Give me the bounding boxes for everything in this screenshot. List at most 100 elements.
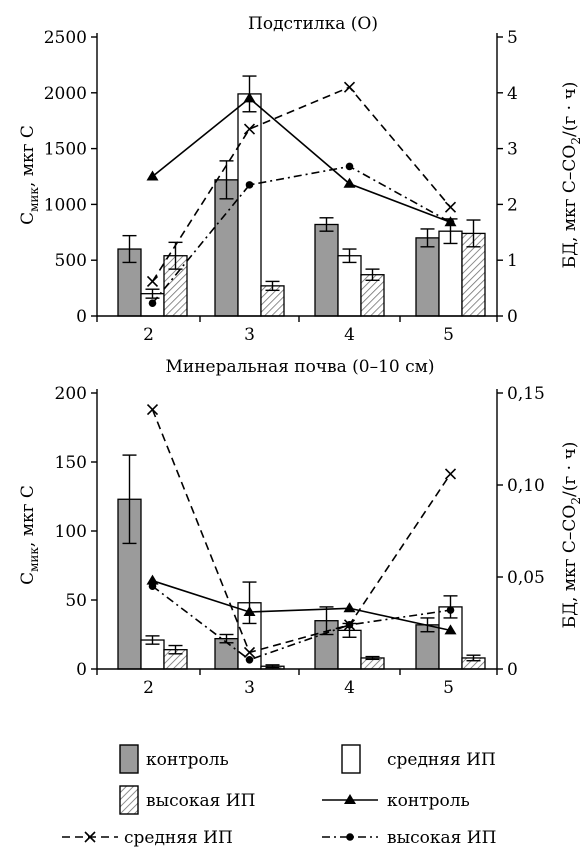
legend-marker-high <box>346 833 354 841</box>
y-tick-label-right: 2 <box>507 195 518 215</box>
error-bar <box>145 635 160 645</box>
lines-layer <box>146 81 457 307</box>
marker-high <box>345 621 354 629</box>
legend-swatch-medium-bar <box>341 744 361 774</box>
legend-marker-medium <box>84 831 96 843</box>
error-bar <box>466 654 481 662</box>
legend-swatch-high-bar <box>119 785 139 815</box>
line-high <box>152 585 451 661</box>
marker-medium <box>243 646 256 659</box>
error-bar <box>122 454 137 545</box>
bar-control <box>314 223 339 317</box>
error-bar <box>365 268 380 281</box>
bar-control <box>415 237 440 317</box>
error-bar <box>265 280 280 292</box>
y-tick-label-right: 0,10 <box>507 476 545 496</box>
error-bar <box>122 234 137 264</box>
marker-high <box>245 181 254 189</box>
marker-medium <box>146 275 159 287</box>
error-bar <box>342 248 357 264</box>
error-bar <box>242 581 257 625</box>
x-tick-label: 3 <box>244 678 255 698</box>
legend-label-high-line: высокая ИП <box>387 828 496 848</box>
error-bar <box>466 219 481 248</box>
marker-control <box>343 602 356 613</box>
y-tick-label-right: 4 <box>507 84 518 104</box>
y-tick-label-left: 50 <box>65 591 87 611</box>
y-axis-left-label: Смик, мкг С <box>18 125 41 225</box>
y-tick-label-right: 1 <box>507 251 518 271</box>
x-tick-label: 5 <box>443 678 454 698</box>
marker-control <box>146 170 159 181</box>
marker-medium <box>444 201 457 213</box>
axes-layer: 0 500 1000 1500 2000 2500 0 1 2 3 4 5 2 3 4 5 <box>44 28 518 345</box>
lines-layer <box>146 403 457 664</box>
error-bar <box>365 655 380 661</box>
y-tick-label-left: 2500 <box>44 28 87 48</box>
y-tick-label-left: 2000 <box>44 84 87 104</box>
y-tick-label-right: 0,05 <box>507 568 545 588</box>
y-tick-label-left: 0 <box>76 307 87 327</box>
y-tick-label-left: 200 <box>55 384 87 404</box>
legend-label-control-line: контроль <box>387 791 470 811</box>
legend-label-medium-line: средняя ИП <box>124 828 233 848</box>
y-axis-right-label: БД, мкг С–СО2/(г · ч) <box>560 442 583 629</box>
x-tick-label: 4 <box>344 678 355 698</box>
y-tick-label-left: 100 <box>55 522 87 542</box>
marker-medium <box>444 468 457 480</box>
y-axis-left-label: Смик, мкг С <box>18 485 41 585</box>
error-bar <box>265 664 280 669</box>
panel-mineral-soil: Минеральная почва (0–10 см) 050100150200… <box>18 357 583 698</box>
bars-layer <box>117 75 486 317</box>
marker-control <box>444 624 457 635</box>
y-tick-label-left: 500 <box>55 251 87 271</box>
error-bar <box>420 228 435 248</box>
legend-label-high-bar: высокая ИП <box>146 791 255 811</box>
marker-control <box>243 605 256 616</box>
marker-medium <box>146 403 159 416</box>
y-tick-label-right: 3 <box>507 140 518 160</box>
marker-high <box>148 582 157 590</box>
line-high <box>151 165 451 304</box>
x-tick-label: 4 <box>344 325 355 345</box>
panel-title: Подстилка (О) <box>248 14 378 34</box>
marker-control <box>146 574 159 585</box>
error-bar <box>319 217 334 232</box>
line-control <box>152 579 451 632</box>
marker-control <box>343 177 356 188</box>
bar-medium <box>337 255 362 317</box>
marker-high <box>245 656 254 664</box>
marker-high <box>148 299 157 307</box>
marker-control <box>243 92 256 103</box>
marker-medium <box>243 123 256 135</box>
x-tick-label: 3 <box>244 325 255 345</box>
marker-high <box>446 218 455 227</box>
axes-layer: 0 50 100 150 200 0 0,05 0,10 0,15 2 3 4 5 <box>55 384 545 698</box>
bars-layer <box>117 454 486 670</box>
legend-label-control-bar: контроль <box>146 750 229 770</box>
bar-medium <box>237 93 262 317</box>
y-tick-label-left: 1500 <box>44 140 87 160</box>
y-tick-label-right: 5 <box>507 28 518 48</box>
y-tick-label-left: 150 <box>55 453 87 473</box>
panel-title: Минеральная почва (0–10 см) <box>165 357 434 377</box>
error-bar <box>168 644 183 655</box>
x-tick-label: 2 <box>143 325 154 345</box>
y-tick-label-right: 0,15 <box>507 384 545 404</box>
line-medium <box>151 409 452 654</box>
y-tick-label-right: 0 <box>507 307 518 327</box>
legend-label-medium-bar: средняя ИП <box>387 750 496 770</box>
y-tick-label-left: 1000 <box>44 195 87 215</box>
line-medium <box>151 86 452 282</box>
legend-swatch-control-bar <box>119 744 139 774</box>
error-bar <box>219 160 234 200</box>
legend: контроль средняя ИП высокая ИП контроль … <box>62 744 496 848</box>
legend-marker-control <box>344 794 356 804</box>
y-tick-label-right: 0 <box>507 660 518 680</box>
y-tick-label-left: 0 <box>76 660 87 680</box>
marker-high <box>446 606 455 614</box>
bar-control <box>214 179 239 317</box>
line-control <box>151 97 451 224</box>
x-tick-label: 5 <box>443 325 454 345</box>
